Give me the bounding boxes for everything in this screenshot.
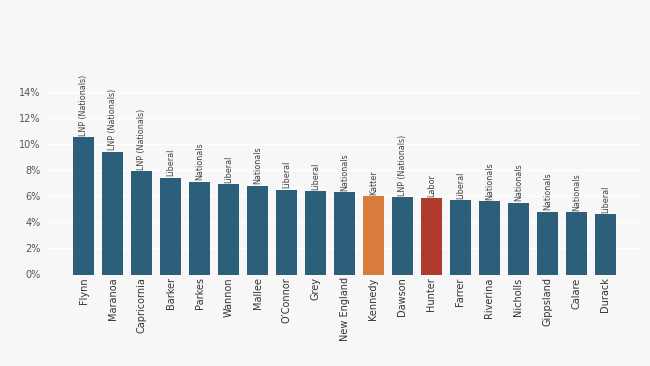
Bar: [391, 197, 413, 274]
Bar: [131, 171, 152, 274]
Text: Liberal: Liberal: [601, 186, 610, 213]
Text: LNP (Nationals): LNP (Nationals): [108, 89, 117, 150]
Bar: [218, 184, 239, 274]
Text: Liberal: Liberal: [456, 171, 465, 199]
Text: Katter: Katter: [369, 170, 378, 195]
Text: LNP (Nationals): LNP (Nationals): [79, 75, 88, 136]
Text: Liberal: Liberal: [224, 156, 233, 183]
Bar: [276, 190, 298, 274]
Text: Labor: Labor: [427, 174, 436, 197]
Text: Nationals: Nationals: [253, 147, 262, 184]
Bar: [246, 186, 268, 274]
Bar: [566, 212, 588, 274]
Text: Nationals: Nationals: [543, 173, 552, 210]
Text: Liberal: Liberal: [166, 149, 175, 176]
Bar: [333, 192, 356, 274]
Text: Nationals: Nationals: [485, 163, 494, 200]
Bar: [537, 212, 558, 274]
Text: LNP (Nationals): LNP (Nationals): [137, 109, 146, 170]
Text: LNP (Nationals): LNP (Nationals): [398, 135, 407, 196]
Bar: [188, 182, 211, 274]
Bar: [508, 203, 529, 274]
Bar: [73, 137, 94, 274]
Bar: [450, 200, 471, 274]
Text: Nationals: Nationals: [195, 143, 204, 180]
Bar: [595, 214, 616, 274]
Bar: [478, 201, 500, 274]
Bar: [363, 196, 384, 274]
Bar: [305, 191, 326, 274]
Bar: [421, 198, 443, 274]
Text: Nationals: Nationals: [514, 164, 523, 201]
Bar: [160, 178, 181, 274]
Text: Liberal: Liberal: [311, 162, 320, 190]
Text: Nationals: Nationals: [572, 173, 581, 211]
Text: Nationals: Nationals: [340, 153, 349, 191]
Bar: [101, 152, 124, 274]
Text: Liberal: Liberal: [282, 161, 291, 188]
